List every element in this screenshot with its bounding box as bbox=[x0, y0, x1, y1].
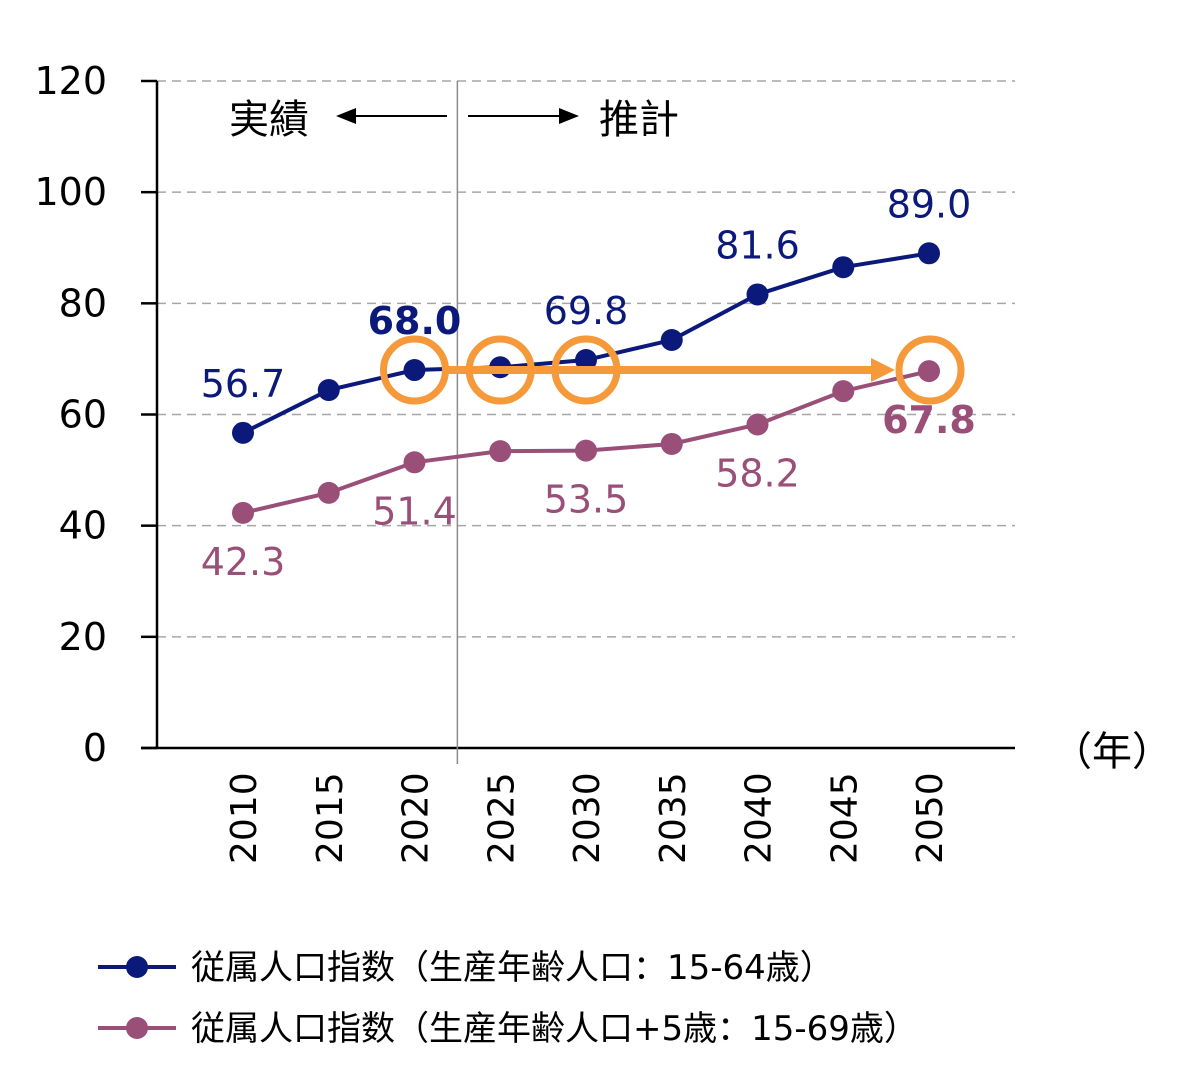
series-2-point bbox=[832, 380, 855, 403]
x-tick-label: 2020 bbox=[396, 772, 437, 864]
highlight-circle bbox=[895, 335, 965, 405]
y-tick-labels: 0 20 40 60 80 100 120 bbox=[34, 59, 107, 770]
legend-item-1: 従属人口指数（生産年齢人口：15-64歳） bbox=[98, 948, 834, 988]
series-2-point bbox=[918, 360, 940, 383]
series-1-data-label: 56.7 bbox=[201, 362, 286, 406]
series-1-data-label: 69.8 bbox=[544, 289, 629, 333]
y-tick-label: 20 bbox=[59, 615, 107, 659]
series-2-data-label: 67.8 bbox=[882, 398, 976, 442]
series-2-point bbox=[403, 451, 426, 474]
series-1-point bbox=[317, 379, 340, 402]
highlights bbox=[380, 335, 965, 405]
series-2-point bbox=[660, 432, 683, 455]
x-tick-label: 2045 bbox=[824, 772, 865, 864]
x-axis-unit-label: （年） bbox=[1052, 729, 1172, 775]
series-1-data-label: 68.0 bbox=[368, 299, 462, 343]
series-1-data-label: 89.0 bbox=[887, 182, 972, 226]
series-1-line bbox=[242, 251, 930, 435]
series-2-point bbox=[317, 481, 340, 504]
series-2-point bbox=[746, 413, 769, 436]
series-2-point bbox=[489, 440, 512, 463]
actual-label: 実績 bbox=[229, 97, 309, 143]
x-tick-label: 2050 bbox=[910, 772, 951, 864]
x-tick-label: 2030 bbox=[567, 772, 608, 864]
right-arrow-head-icon bbox=[559, 108, 579, 124]
y-tick-label: 60 bbox=[59, 393, 107, 437]
x-tick-labels: 2010 2015 2020 2025 2030 2035 2040 2045 2050 （年） bbox=[224, 729, 1172, 864]
x-tick-label: 2035 bbox=[653, 772, 694, 864]
highlight-circle bbox=[551, 335, 621, 405]
series-2-point bbox=[575, 439, 597, 462]
x-tick-label: 2025 bbox=[481, 772, 522, 864]
x-tick-label: 2040 bbox=[739, 772, 780, 864]
legend: 従属人口指数（生産年齢人口：15-64歳） 従属人口指数（生産年齢人口+5歳：15… bbox=[98, 948, 918, 1049]
legend-item-2: 従属人口指数（生産年齢人口+5歳：15-69歳） bbox=[98, 1009, 918, 1049]
series-1-point bbox=[575, 349, 597, 372]
series-2-data-label: 53.5 bbox=[544, 478, 629, 522]
legend-swatch-marker bbox=[126, 956, 148, 978]
legend-swatch-marker bbox=[126, 1017, 148, 1039]
left-arrow-head-icon bbox=[336, 108, 356, 124]
y-tick-label: 120 bbox=[34, 59, 107, 103]
highlight-circle bbox=[465, 335, 535, 405]
gridlines bbox=[157, 80, 1015, 638]
axes bbox=[141, 79, 1015, 764]
series-2-data-label: 42.3 bbox=[201, 540, 286, 584]
series-1-point bbox=[832, 256, 855, 279]
x-tick-label: 2015 bbox=[310, 772, 351, 864]
y-tick-label: 80 bbox=[59, 281, 107, 325]
annotations: 実績 推計 bbox=[229, 97, 679, 143]
x-tick-label: 2010 bbox=[224, 772, 265, 864]
highlight-arrow-head-icon bbox=[871, 358, 895, 383]
forecast-label: 推計 bbox=[599, 97, 679, 143]
series-1-point bbox=[403, 359, 426, 382]
legend-label: 従属人口指数（生産年齢人口+5歳：15-69歳） bbox=[191, 1009, 918, 1049]
series bbox=[232, 242, 940, 524]
legend-label: 従属人口指数（生産年齢人口：15-64歳） bbox=[191, 948, 834, 988]
series-2-data-label: 51.4 bbox=[372, 489, 457, 533]
highlight-circle bbox=[380, 335, 449, 405]
series-1-data-label: 81.6 bbox=[715, 223, 800, 267]
series-1-point bbox=[232, 421, 254, 444]
y-tick-label: 0 bbox=[83, 726, 107, 770]
series-1-point bbox=[660, 329, 683, 352]
series-1-point bbox=[746, 283, 769, 306]
y-tick-label: 100 bbox=[34, 170, 107, 214]
data-labels: 56.7 68.0 69.8 81.6 89.0 42.3 51.4 53.5 58.2 67.8 bbox=[201, 182, 976, 584]
series-1-point bbox=[918, 242, 940, 265]
series-2-point bbox=[232, 501, 254, 524]
y-tick-label: 40 bbox=[59, 504, 107, 548]
series-2-data-label: 58.2 bbox=[715, 452, 800, 496]
